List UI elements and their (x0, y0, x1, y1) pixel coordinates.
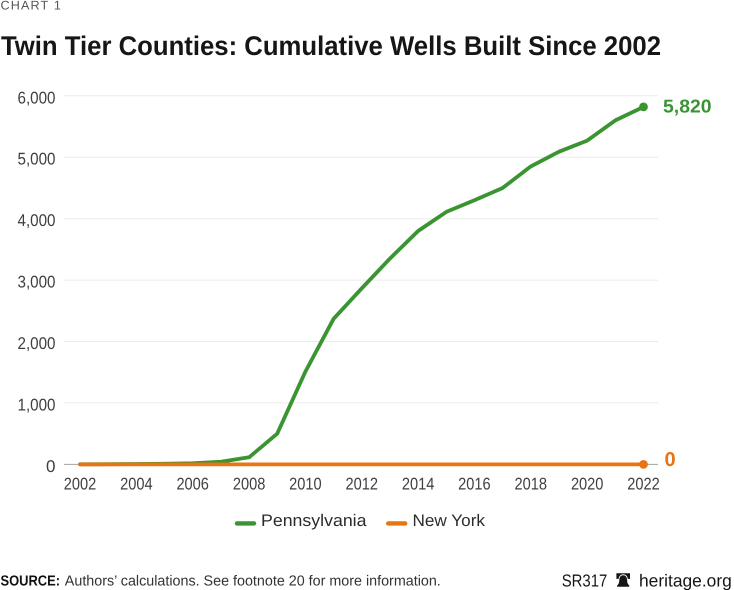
svg-text:2002: 2002 (64, 475, 97, 494)
svg-text:Pennsylvania: Pennsylvania (261, 511, 367, 530)
svg-text:0: 0 (665, 449, 676, 471)
svg-text:2,000: 2,000 (18, 334, 56, 353)
svg-text:4,000: 4,000 (18, 211, 56, 230)
svg-text:2016: 2016 (458, 475, 491, 494)
svg-text:2018: 2018 (515, 475, 548, 494)
svg-text:SR317: SR317 (562, 571, 608, 590)
svg-text:New York: New York (413, 511, 486, 530)
svg-text:SOURCE:: SOURCE: (1, 573, 61, 589)
svg-text:Twin Tier Counties: Cumulative: Twin Tier Counties: Cumulative Wells Bui… (1, 31, 661, 61)
svg-text:1,000: 1,000 (18, 395, 56, 414)
svg-text:2022: 2022 (627, 475, 660, 494)
svg-text:5,820: 5,820 (663, 96, 712, 117)
svg-text:2014: 2014 (402, 475, 435, 494)
svg-text:2020: 2020 (571, 475, 604, 494)
svg-text:2006: 2006 (176, 475, 209, 494)
svg-text:0: 0 (46, 457, 55, 476)
svg-text:5,000: 5,000 (18, 150, 56, 169)
svg-text:2010: 2010 (289, 475, 322, 494)
svg-text:2012: 2012 (346, 475, 379, 494)
svg-text:CHART 1: CHART 1 (1, 0, 62, 13)
svg-text:3,000: 3,000 (18, 273, 56, 292)
svg-text:Authors’ calculations. See foo: Authors’ calculations. See footnote 20 f… (65, 573, 441, 589)
svg-text:2004: 2004 (120, 475, 153, 494)
svg-text:2008: 2008 (233, 475, 266, 494)
svg-text:heritage.org: heritage.org (639, 571, 732, 590)
svg-text:6,000: 6,000 (18, 88, 56, 107)
